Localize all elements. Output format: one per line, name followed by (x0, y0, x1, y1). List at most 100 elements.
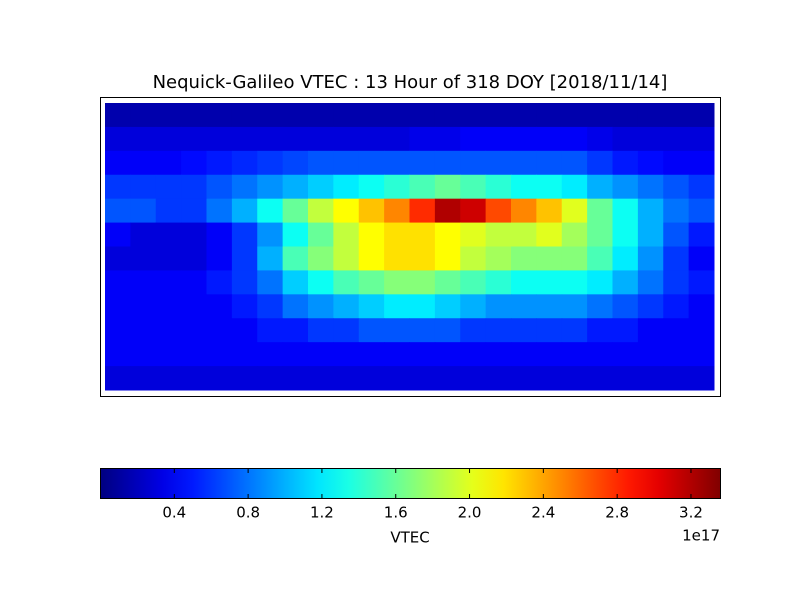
heatmap-cell (637, 126, 664, 152)
heatmap-cell (663, 103, 690, 128)
heatmap-cell (384, 318, 410, 343)
heatmap-cell (206, 198, 233, 224)
heatmap-cell (561, 198, 588, 224)
heatmap-cell (485, 366, 512, 391)
heatmap-cell (612, 103, 639, 128)
heatmap-cell (206, 222, 233, 247)
heatmap-cell (587, 174, 613, 200)
heatmap-cell (511, 222, 537, 247)
colorbar-tick-label: 2.4 (531, 504, 555, 522)
heatmap-cell (257, 342, 284, 367)
heatmap-cell (206, 246, 233, 271)
heatmap-cell (460, 222, 487, 247)
heatmap-cell (485, 126, 512, 152)
heatmap-cell (282, 198, 309, 224)
heatmap-cell (384, 294, 410, 319)
heatmap-cell (637, 150, 664, 176)
heatmap-cell (561, 222, 588, 247)
heatmap-cell (358, 270, 385, 295)
heatmap-cell (181, 126, 207, 152)
heatmap-cell (206, 150, 233, 176)
heatmap-cell (688, 103, 715, 128)
heatmap-cell (257, 103, 284, 128)
heatmap-cell (637, 222, 664, 247)
heatmap-cell (181, 198, 207, 224)
heatmap-cell (536, 198, 563, 224)
heatmap-cell (308, 174, 334, 200)
heatmap-cell (181, 270, 207, 295)
heatmap-cell (485, 294, 512, 319)
heatmap-cell (105, 222, 131, 247)
heatmap-cell (206, 103, 233, 128)
heatmap-cell (409, 174, 436, 200)
heatmap-cell (561, 246, 588, 271)
heatmap-cell (282, 270, 309, 295)
heatmap-cell (358, 342, 385, 367)
heatmap-cell (434, 342, 461, 367)
heatmap-cell (536, 150, 563, 176)
heatmap-cell (587, 294, 613, 319)
heatmap-cell (155, 150, 182, 176)
heatmap-cell (257, 126, 284, 152)
heatmap-cell (130, 246, 157, 271)
heatmap-cell (409, 103, 436, 128)
heatmap-cell (587, 222, 613, 247)
heatmap-cell (130, 198, 157, 224)
heatmap-cell (409, 270, 436, 295)
heatmap-cell (155, 103, 182, 128)
heatmap-cell (206, 174, 233, 200)
heatmap-cell (130, 294, 157, 319)
heatmap-cell (105, 150, 131, 176)
heatmap-cell (612, 174, 639, 200)
heatmap-cell (308, 270, 334, 295)
heatmap-cell (409, 342, 436, 367)
heatmap-cell (333, 318, 360, 343)
heatmap-cell (434, 198, 461, 224)
heatmap-cell (612, 126, 639, 152)
heatmap-cell (308, 150, 334, 176)
heatmap-cell (282, 366, 309, 391)
heatmap-cell (333, 270, 360, 295)
heatmap-cell (612, 366, 639, 391)
heatmap-cell (409, 366, 436, 391)
heatmap-cell (333, 294, 360, 319)
heatmap-cell (130, 150, 157, 176)
heatmap-cell (587, 366, 613, 391)
heatmap-cell (434, 270, 461, 295)
heatmap-cell (663, 318, 690, 343)
heatmap-cell (155, 342, 182, 367)
heatmap-cell (105, 342, 131, 367)
heatmap-cell (637, 366, 664, 391)
heatmap-cell (308, 126, 334, 152)
heatmap-cell (409, 150, 436, 176)
heatmap-cell (155, 198, 182, 224)
heatmap-cell (688, 198, 715, 224)
heatmap-cell (231, 294, 258, 319)
heatmap-cell (536, 270, 563, 295)
heatmap-cell (384, 103, 410, 128)
heatmap-cell (181, 174, 207, 200)
heatmap-cell (206, 126, 233, 152)
heatmap-cell (688, 366, 715, 391)
heatmap-cell (663, 246, 690, 271)
heatmap-cell (105, 126, 131, 152)
heatmap-cell (231, 150, 258, 176)
heatmap-cell (257, 270, 284, 295)
heatmap-cell (663, 150, 690, 176)
heatmap-cell (587, 246, 613, 271)
heatmap-cell (384, 126, 410, 152)
heatmap-cell (231, 318, 258, 343)
heatmap-cell (384, 366, 410, 391)
heatmap-cell (257, 294, 284, 319)
heatmap-cell (308, 318, 334, 343)
heatmap-cell (130, 270, 157, 295)
heatmap-cell (434, 366, 461, 391)
heatmap-cell (257, 198, 284, 224)
heatmap-cell (282, 246, 309, 271)
heatmap-cell (536, 366, 563, 391)
heatmap-cell (282, 126, 309, 152)
heatmap-cell (333, 246, 360, 271)
heatmap-cell (231, 222, 258, 247)
heatmap-cell (536, 246, 563, 271)
